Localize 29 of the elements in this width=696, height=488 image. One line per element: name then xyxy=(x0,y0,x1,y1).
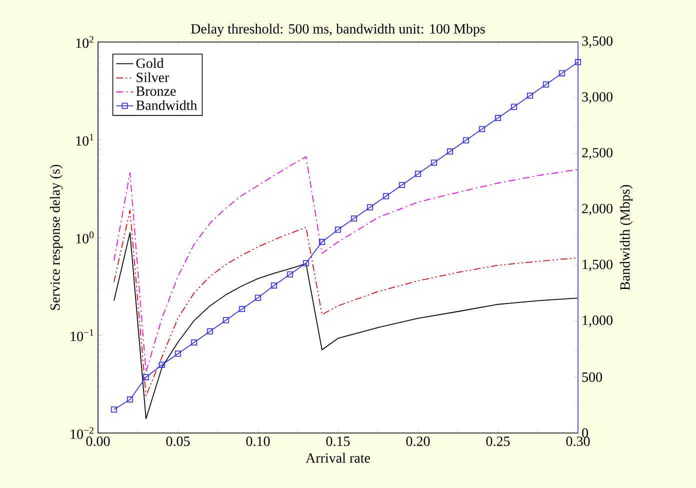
legend-label: Gold xyxy=(136,58,164,68)
y2-tick-label: 1,000 xyxy=(582,316,612,328)
y2-tick-label: 1,500 xyxy=(582,260,612,272)
line-series xyxy=(114,156,578,373)
y2-tick-label: 0 xyxy=(582,428,588,438)
x-tick-label: 0.05 xyxy=(166,436,190,446)
y2-tick-label: 3,000 xyxy=(582,92,612,104)
x-tick-label: 0.00 xyxy=(86,436,110,446)
chart-title: Delay threshold: 500 ms, bandwidth unit: 100 Mbps xyxy=(191,24,485,36)
y2-tick-label: 3,500 xyxy=(582,36,612,48)
y-tick-label: 10$^{−1}$ xyxy=(70,329,94,342)
y2-axis-title: Bandwidth (Mbps) xyxy=(620,185,633,290)
y-tick-label: 10$^{1}$ xyxy=(76,134,94,146)
line-series xyxy=(114,232,578,420)
y2-tick-label: 500 xyxy=(582,372,602,382)
y-axis-title: Service response delay (s) xyxy=(50,164,63,310)
y2-tick-label: 2,000 xyxy=(582,204,612,216)
legend-label: Bronze xyxy=(136,86,176,96)
y2-tick-label: 2,500 xyxy=(582,148,612,160)
x-tick-label: 0.10 xyxy=(246,436,270,446)
x-tick-label: 0.30 xyxy=(566,436,590,446)
x-axis-title: Arrival rate xyxy=(306,452,370,463)
legend-label: Silver xyxy=(136,72,170,82)
x-tick-label: 0.20 xyxy=(406,436,430,446)
x-tick-label: 0.25 xyxy=(486,436,510,446)
y-tick-label: 10$^{0}$ xyxy=(76,232,94,244)
x-tick-label: 0.15 xyxy=(326,436,350,446)
legend-label: Bandwidth xyxy=(136,100,198,110)
y-tick-label: 10$^{2}$ xyxy=(76,36,94,48)
